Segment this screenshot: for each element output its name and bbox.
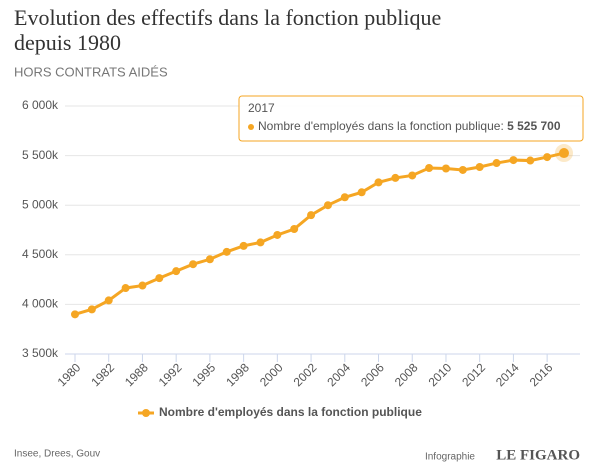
chart-title: Evolution des effectifs dans la fonction… bbox=[14, 5, 441, 30]
point bbox=[543, 153, 552, 162]
x-tick-label: 1988 bbox=[122, 360, 151, 389]
x-tick-label: 1995 bbox=[189, 360, 218, 389]
point bbox=[222, 247, 231, 256]
x-tick-label: 1992 bbox=[156, 360, 185, 389]
x-tick-label: 2014 bbox=[493, 360, 522, 389]
x-tick-label: 1998 bbox=[223, 360, 252, 389]
point bbox=[87, 305, 96, 314]
point bbox=[441, 164, 450, 173]
x-tick-label: 1982 bbox=[88, 360, 117, 389]
subtitle: HORS CONTRATS AIDÉS bbox=[14, 64, 168, 79]
point bbox=[526, 156, 535, 165]
point bbox=[374, 178, 383, 187]
x-tick-label: 2012 bbox=[459, 360, 488, 389]
tooltip-label: Nombre d'employés dans la fonction publi… bbox=[258, 119, 504, 133]
point bbox=[172, 267, 181, 276]
y-tick-label: 6 000k bbox=[22, 98, 59, 112]
x-tick-label: 2000 bbox=[257, 360, 286, 389]
x-tick-label: 2008 bbox=[392, 360, 421, 389]
point bbox=[408, 171, 417, 180]
point bbox=[273, 230, 282, 239]
brand: LE FIGARO bbox=[496, 447, 580, 463]
tooltip-value: 5 525 700 bbox=[507, 119, 561, 133]
tooltip-text: Nombre d'employés dans la fonction publi… bbox=[258, 119, 561, 133]
tooltip-box bbox=[238, 95, 584, 142]
point bbox=[104, 296, 113, 305]
credit: Infographie bbox=[425, 452, 475, 463]
point bbox=[458, 165, 467, 174]
point bbox=[475, 163, 484, 172]
y-tick-label: 4 000k bbox=[22, 297, 59, 311]
x-tick-label: 2010 bbox=[426, 360, 455, 389]
legend-marker bbox=[142, 409, 150, 417]
point bbox=[189, 260, 198, 269]
y-tick-label: 4 500k bbox=[22, 247, 59, 261]
point bbox=[425, 164, 434, 172]
legend-label: Nombre d'employés dans la fonction publi… bbox=[159, 405, 422, 419]
point bbox=[155, 274, 164, 283]
source: Insee, Drees, Gouv bbox=[14, 449, 100, 460]
point bbox=[71, 310, 79, 319]
point bbox=[307, 211, 316, 220]
point bbox=[340, 193, 349, 202]
x-tick-label: 2002 bbox=[291, 360, 320, 389]
x-tick-label: 1980 bbox=[55, 360, 84, 389]
tooltip-category: 2017 bbox=[248, 101, 275, 115]
line bbox=[74, 151, 565, 316]
x-tick-label: 2006 bbox=[358, 360, 387, 389]
point bbox=[138, 281, 147, 290]
y-tick-label: 3 500k bbox=[22, 346, 59, 360]
tooltip-marker bbox=[248, 124, 254, 130]
y-tick-label: 5 000k bbox=[22, 197, 59, 211]
point bbox=[121, 284, 130, 293]
x-tick-label: 2016 bbox=[527, 360, 556, 389]
point bbox=[357, 188, 366, 197]
chart-title: depuis 1980 bbox=[14, 30, 121, 55]
point bbox=[559, 148, 569, 159]
point bbox=[323, 201, 332, 210]
point bbox=[239, 241, 248, 250]
point bbox=[256, 238, 265, 247]
point bbox=[492, 159, 501, 168]
point bbox=[205, 255, 214, 264]
point bbox=[290, 225, 299, 234]
y-tick-label: 5 500k bbox=[22, 148, 59, 162]
point bbox=[391, 173, 400, 182]
point bbox=[509, 156, 518, 165]
x-tick-label: 2004 bbox=[324, 360, 353, 389]
